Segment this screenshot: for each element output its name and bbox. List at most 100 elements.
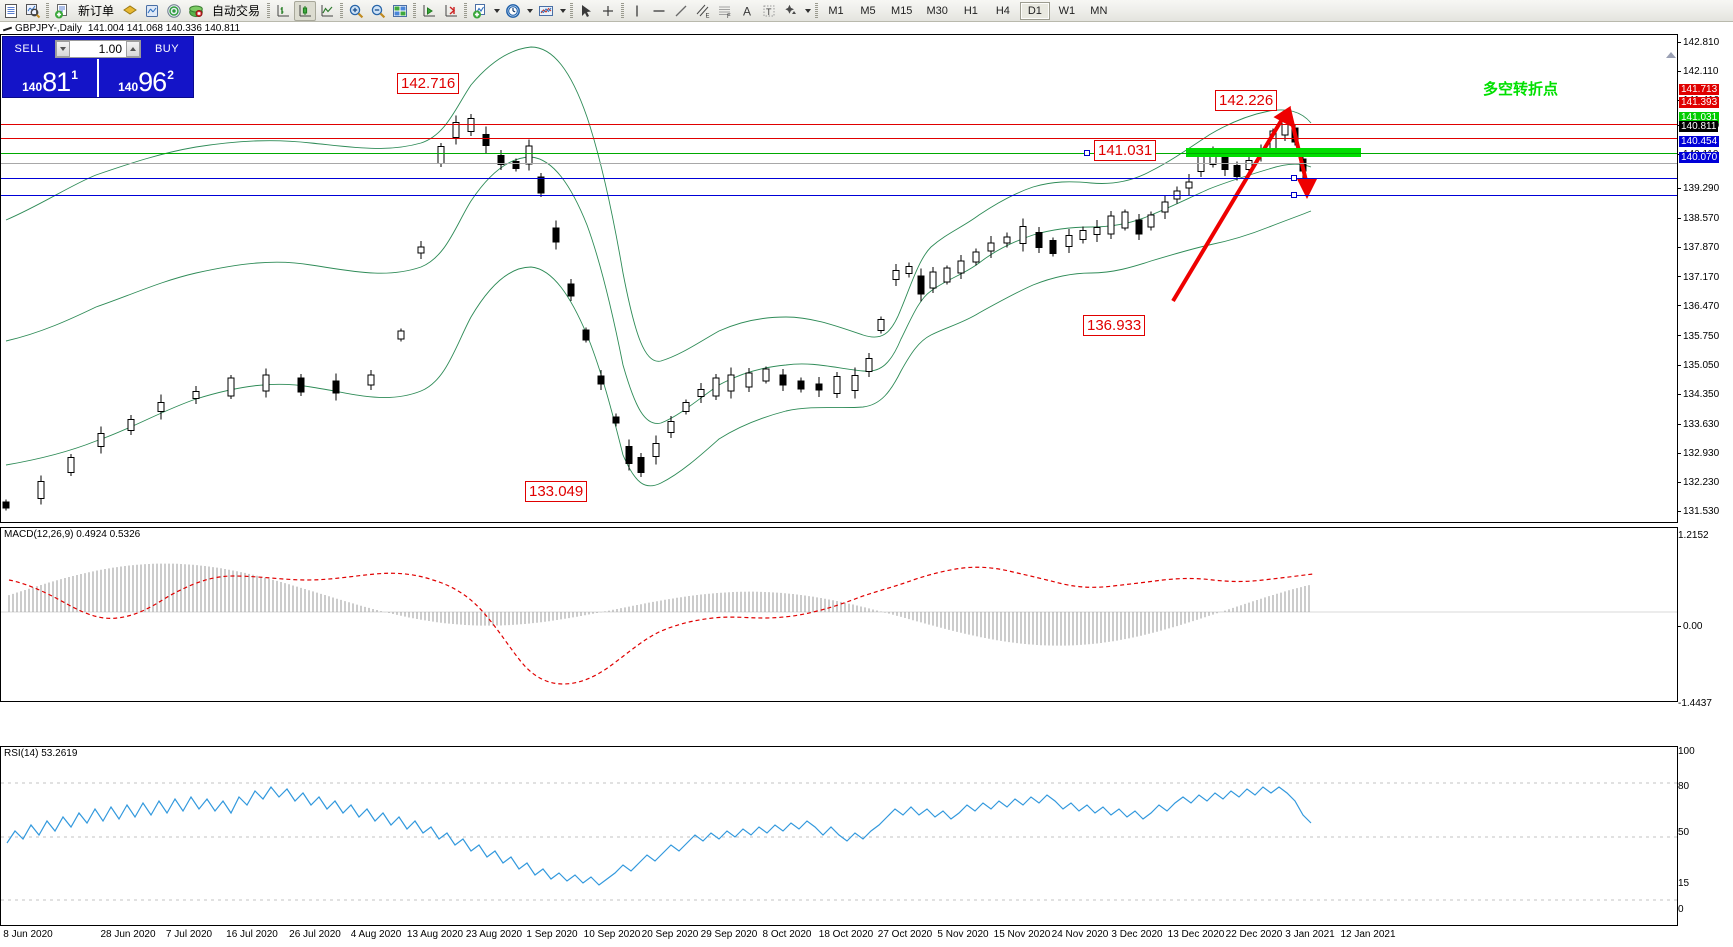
sell-price-big-figure: 140: [22, 80, 43, 94]
annotation-142-226[interactable]: 142.226: [1215, 90, 1278, 111]
volume-value[interactable]: 1.00: [98, 42, 122, 56]
trendline-icon[interactable]: [670, 1, 692, 21]
toolbar-separator: [44, 2, 51, 20]
expert-advisor-icon[interactable]: [119, 1, 141, 21]
autotrading-icon[interactable]: [185, 1, 207, 21]
price-axis-chip[interactable]: 141.031: [1679, 111, 1720, 123]
date-tick: 13 Dec 2020: [1167, 929, 1225, 940]
add-indicator-dropdown-caret[interactable]: [491, 1, 502, 21]
price-tick: 138.570: [1678, 214, 1719, 224]
timeframe-h4[interactable]: H4: [995, 4, 1010, 17]
macd-chart-svg: [1, 563, 1677, 685]
period-clock-icon[interactable]: [502, 1, 524, 21]
period-dropdown-caret[interactable]: [524, 1, 535, 21]
cursor-icon[interactable]: [575, 1, 597, 21]
date-tick: 27 Oct 2020: [877, 929, 933, 940]
timeframe-m5[interactable]: M5: [860, 4, 876, 17]
volume-increase-button[interactable]: [126, 41, 140, 57]
hline-141-393[interactable]: [1, 138, 1677, 139]
text-label-icon[interactable]: A: [736, 1, 758, 21]
annotation-turning-point-note[interactable]: 多空转折点: [1483, 80, 1559, 98]
main-toolbar[interactable]: 新订单 自动交易: [0, 0, 1733, 22]
annotation-133-049[interactable]: 133.049: [525, 481, 588, 502]
date-tick: 13 Aug 2020: [406, 929, 464, 940]
toolbar-separator: [411, 2, 418, 20]
volume-stepper[interactable]: 1.00: [55, 40, 141, 58]
price-axis-chip[interactable]: 140.811: [1679, 121, 1719, 133]
timeframe-m30[interactable]: M30: [926, 4, 948, 17]
toolbar-separator: [265, 2, 272, 20]
timeframe-mn[interactable]: MN: [1090, 4, 1108, 17]
sell-button[interactable]: SELL: [14, 43, 44, 55]
price-pane[interactable]: 142.716 133.049 136.933 141.031 142.226: [0, 34, 1678, 523]
new-order-icon[interactable]: [51, 1, 73, 21]
crosshair-icon[interactable]: [597, 1, 619, 21]
new-order-button[interactable]: 新订单: [78, 4, 115, 18]
rsi-tick: 100: [1678, 746, 1695, 757]
line-chart-icon[interactable]: [316, 1, 338, 21]
fibonacci-icon[interactable]: F: [714, 1, 736, 21]
chart-area[interactable]: 142.716 133.049 136.933 141.031 142.226 …: [0, 34, 1733, 947]
annotation-142-716[interactable]: 142.716: [397, 73, 460, 94]
annotation-141-031[interactable]: 141.031: [1094, 140, 1157, 161]
hline-141-031[interactable]: [1, 153, 1677, 154]
text-box-icon[interactable]: T: [758, 1, 780, 21]
sell-price-fraction: 1: [71, 68, 78, 82]
hline-handle-140-070[interactable]: [1291, 192, 1297, 198]
hline-handle-141-031[interactable]: [1084, 150, 1090, 156]
tile-windows-icon[interactable]: [389, 1, 411, 21]
annotation-136-933[interactable]: 136.933: [1083, 315, 1146, 336]
rsi-label: RSI(14) 53.2619: [4, 748, 78, 759]
price-tick: 142.110: [1678, 67, 1718, 77]
hline-140-811[interactable]: [1, 163, 1677, 164]
buy-button[interactable]: BUY: [154, 43, 180, 55]
indicator-list-icon[interactable]: [141, 1, 163, 21]
chart-scroll-marker[interactable]: [1666, 52, 1676, 58]
price-tick: 135.050: [1678, 360, 1719, 371]
rsi-pane[interactable]: RSI(14) 53.2619: [0, 746, 1678, 926]
price-axis-chip[interactable]: 140.454: [1679, 135, 1720, 147]
sell-price-quote[interactable]: 140 81 1: [3, 59, 97, 97]
candlestick-chart-icon[interactable]: [294, 0, 317, 21]
hline-141-713[interactable]: [1, 124, 1677, 125]
rsi-tick: 0: [1678, 904, 1684, 915]
hline-140-454[interactable]: [1, 178, 1677, 179]
hline-140-070[interactable]: [1, 195, 1677, 196]
price-axis-chip[interactable]: 141.713: [1679, 83, 1720, 95]
arrows-objects-icon[interactable]: [780, 1, 802, 21]
zoom-out-icon[interactable]: [367, 1, 389, 21]
market-watch-icon[interactable]: [22, 1, 44, 21]
zoom-in-icon[interactable]: [345, 1, 367, 21]
buy-price-big-figure: 140: [118, 80, 139, 94]
equidistant-channel-icon[interactable]: E: [692, 1, 714, 21]
one-click-trading-panel[interactable]: SELL 1.00 BUY 140 81 1 140 96 2: [2, 36, 194, 98]
templates-icon[interactable]: [535, 1, 557, 21]
date-axis[interactable]: 8 Jun 2020 28 Jun 2020 7 Jul 2020 16 Jul 20…: [0, 926, 1733, 947]
auto-scroll-icon[interactable]: [440, 1, 462, 21]
new-chart-icon[interactable]: [0, 1, 22, 21]
price-tick: 133.630: [1678, 419, 1719, 430]
price-axis-chip[interactable]: 141.393: [1679, 96, 1720, 108]
timeframe-m1[interactable]: M1: [828, 4, 844, 17]
buy-price-quote[interactable]: 140 96 2: [97, 59, 193, 97]
chart-shift-icon[interactable]: [418, 1, 440, 21]
horizontal-line-icon[interactable]: [648, 1, 670, 21]
price-axis-chip[interactable]: 140.070: [1679, 151, 1720, 163]
autotrading-button[interactable]: 自动交易: [212, 4, 261, 18]
signals-icon[interactable]: [163, 1, 185, 21]
hline-handle-140-454[interactable]: [1291, 175, 1297, 181]
timeframe-m15[interactable]: M15: [891, 4, 913, 17]
vertical-line-icon[interactable]: [626, 1, 648, 21]
price-axis[interactable]: 142.810142.110141.410140.810140.110139.2…: [1678, 34, 1733, 926]
timeframe-d1[interactable]: D1: [1019, 1, 1050, 20]
bar-chart-icon[interactable]: [272, 1, 294, 21]
trade-panel-top-row[interactable]: SELL 1.00 BUY: [3, 37, 193, 59]
templates-dropdown-caret[interactable]: [557, 1, 568, 21]
add-indicator-icon[interactable]: [469, 1, 491, 21]
volume-decrease-button[interactable]: [56, 41, 70, 57]
arrows-dropdown-caret[interactable]: [802, 1, 813, 21]
timeframe-h1[interactable]: H1: [963, 4, 978, 17]
date-tick: 1 Sep 2020: [526, 929, 578, 940]
macd-pane[interactable]: MACD(12,26,9) 0.4924 0.5326: [0, 527, 1678, 702]
timeframe-w1[interactable]: W1: [1058, 4, 1076, 17]
